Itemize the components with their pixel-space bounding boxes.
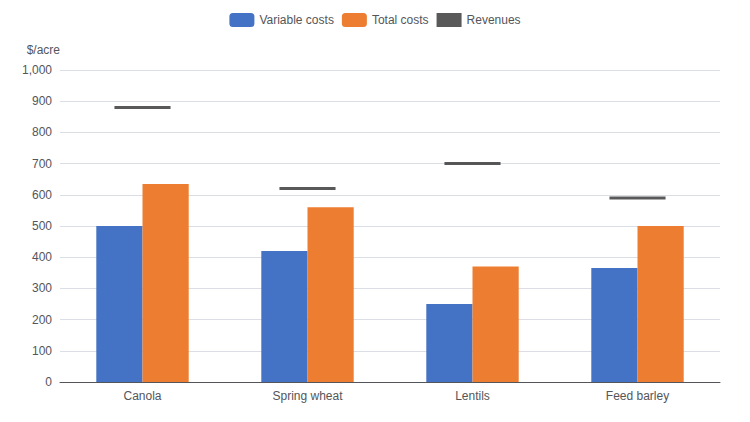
svg-text:Feed barley: Feed barley [606, 389, 669, 403]
svg-text:$/acre: $/acre [27, 43, 61, 57]
svg-text:600: 600 [32, 188, 52, 202]
svg-text:Canola: Canola [123, 389, 161, 403]
svg-text:700: 700 [32, 157, 52, 171]
svg-text:800: 800 [32, 125, 52, 139]
svg-text:300: 300 [32, 281, 52, 295]
svg-text:Spring wheat: Spring wheat [272, 389, 343, 403]
svg-text:Variable costs: Variable costs [259, 13, 333, 27]
svg-text:0: 0 [45, 375, 52, 389]
svg-text:1,000: 1,000 [22, 63, 52, 77]
svg-text:200: 200 [32, 313, 52, 327]
svg-text:900: 900 [32, 94, 52, 108]
svg-text:Lentils: Lentils [455, 389, 490, 403]
svg-text:Revenues: Revenues [467, 13, 521, 27]
svg-text:500: 500 [32, 219, 52, 233]
svg-text:Total costs: Total costs [372, 13, 429, 27]
svg-text:400: 400 [32, 250, 52, 264]
svg-text:100: 100 [32, 344, 52, 358]
